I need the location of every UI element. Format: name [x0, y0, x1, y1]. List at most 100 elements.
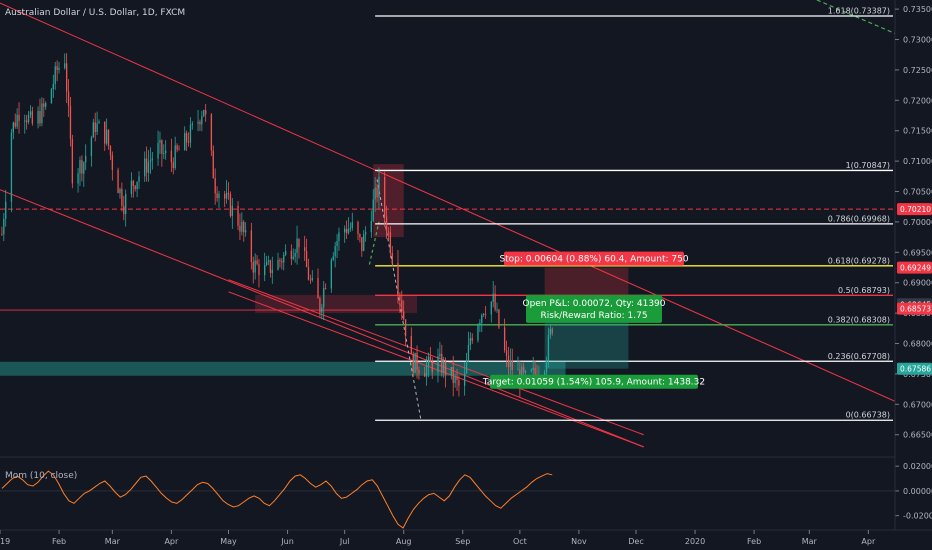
candle-body [111, 155, 114, 170]
candle-body [130, 180, 133, 195]
candle-body [123, 205, 125, 215]
candle-body [357, 222, 359, 235]
candle-body [104, 121, 106, 144]
candle-body [347, 228, 350, 234]
time-tick-label: 2020 [685, 537, 705, 546]
candle-body [509, 360, 512, 367]
stop-label: Stop: 0.00604 (0.88%) 60.4, Amount: 750 [499, 255, 688, 265]
candle-body [224, 193, 226, 199]
candle-body [452, 366, 454, 384]
candle-body [67, 91, 70, 106]
candle-body [170, 150, 173, 163]
candle-body [199, 121, 201, 125]
candle-body [107, 129, 110, 147]
candle-body [404, 319, 407, 337]
time-tick-label: Jun [280, 537, 294, 546]
fib-level-label: 0(0.66738) [846, 411, 890, 420]
candle-body [465, 360, 468, 374]
candle-body [92, 122, 94, 138]
chart-title: Australian Dollar / U.S. Dollar, 1D, FXC… [5, 8, 185, 18]
candle-body [25, 120, 28, 123]
candle-body [281, 261, 283, 263]
candle-body [218, 193, 220, 199]
candle-body [374, 187, 376, 200]
channel-line [228, 279, 644, 436]
channel-lines [0, 0, 895, 448]
candle-body [250, 230, 253, 262]
candle-body [338, 232, 340, 242]
candle-body [463, 373, 466, 386]
candle-body [204, 110, 207, 115]
candle-body [24, 120, 26, 122]
candle-body [210, 114, 213, 151]
candle-body [151, 158, 154, 161]
candle-body [336, 241, 338, 247]
target-label-box [490, 374, 698, 389]
candle-body [178, 149, 180, 151]
candle-body [545, 360, 548, 373]
candle-body [229, 194, 232, 216]
candle-body [524, 371, 527, 373]
candle-body [294, 252, 296, 257]
candle-body [444, 361, 447, 376]
candle-body [163, 153, 165, 154]
candle-body [18, 114, 20, 121]
candle-body [378, 176, 380, 198]
candle-body [307, 267, 310, 280]
candle-body [494, 293, 496, 310]
candle-body [14, 122, 16, 127]
candle-body [399, 295, 401, 301]
candle-body [187, 142, 190, 144]
candle-body [359, 234, 361, 238]
candle-body [309, 279, 312, 281]
candle-body [427, 356, 430, 366]
candle-body [456, 376, 458, 381]
candle-body [344, 228, 346, 233]
momentum-tick-label: 0.00000 [903, 487, 932, 496]
candle-body [29, 111, 32, 115]
candle-body [389, 232, 392, 253]
candle-body [5, 201, 7, 219]
time-tick-label: Feb [747, 537, 761, 546]
candle-body [50, 89, 53, 104]
reversal-zone [373, 164, 404, 238]
price-badge [897, 362, 932, 375]
candle-body [58, 67, 60, 71]
candle-body [271, 269, 273, 273]
time-tick-label: Dec [628, 537, 643, 546]
time-axis[interactable]: 19 Feb Mar Apr May Jun Jul Aug Sep Oct Nov Dec 2020 F… [0, 530, 876, 546]
candle-body [505, 350, 508, 356]
candle-body [410, 336, 412, 354]
time-tick-label: Feb [52, 537, 66, 546]
time-tick-label: Mar [105, 537, 121, 546]
candle-body [364, 232, 367, 235]
candle-body [241, 221, 243, 232]
candle-body [10, 132, 13, 202]
candle-body [197, 121, 199, 124]
candle-body [477, 325, 479, 341]
candle-body [71, 139, 74, 184]
time-tick-label: Mar [802, 537, 818, 546]
candle-body [90, 137, 93, 156]
candle-body [256, 260, 258, 265]
channel-line [0, 2, 895, 402]
candle-body [39, 111, 41, 124]
candle-body [471, 338, 473, 341]
candle-body [530, 369, 532, 372]
candle-body [429, 356, 432, 362]
time-tick-label: Oct [513, 537, 527, 546]
fib-level-label: 0.786(0.69968) [828, 214, 890, 223]
candle-body [279, 260, 281, 262]
candle-body [547, 334, 550, 361]
candle-body [252, 261, 254, 273]
fib-level-label: 0.382(0.68308) [828, 315, 890, 324]
candle-body [412, 353, 414, 373]
candle-body [56, 66, 58, 71]
candle-body [264, 265, 266, 276]
candle-body [416, 352, 418, 371]
